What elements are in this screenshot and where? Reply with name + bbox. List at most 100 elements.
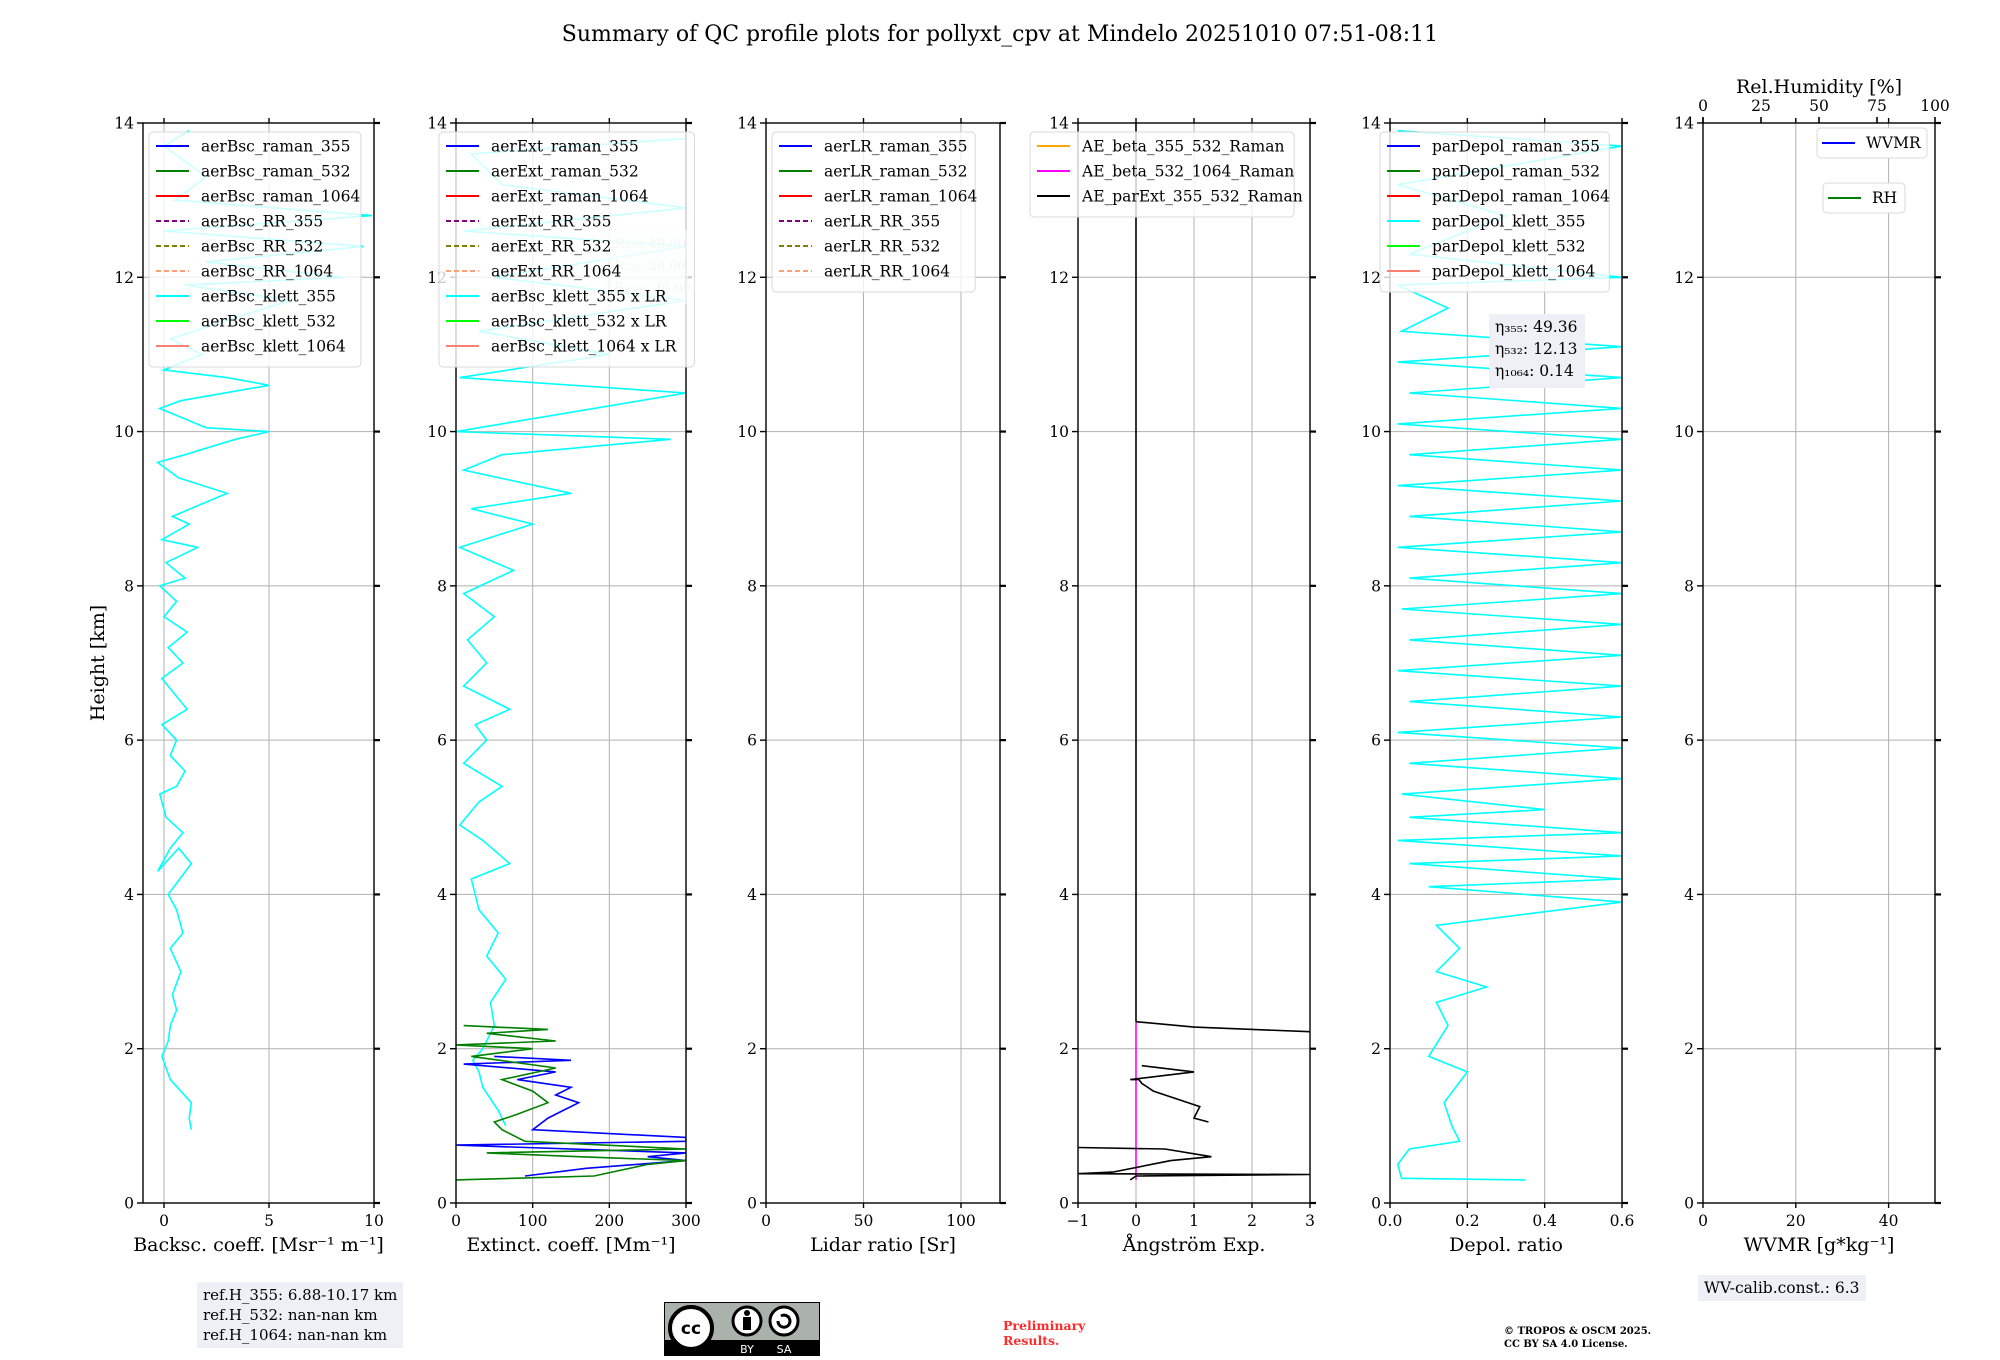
annotation-box	[1489, 314, 1585, 388]
panel-bsc: 0 5 10 0 2 4 6 8 10 12 14 Backsc. coeff. [Msr⁻¹ m⁻¹…	[87, 115, 384, 1257]
y-tick-label: 2	[124, 1040, 134, 1058]
x-tick-label: 100	[946, 1212, 976, 1230]
legend-label: aerBsc_raman_1064	[201, 188, 361, 206]
top-x-tick-label: 75	[1867, 97, 1887, 115]
top-x-tick-label: 50	[1809, 97, 1829, 115]
x-axis-label: Lidar ratio [Sr]	[810, 1234, 956, 1256]
y-tick-label: 0	[747, 1195, 757, 1213]
figure-title: Summary of QC profile plots for pollyxt_…	[561, 22, 1439, 47]
top-x-tick-label: 25	[1751, 97, 1771, 115]
y-tick-label: 2	[747, 1040, 757, 1058]
y-tick-label: 10	[1361, 423, 1381, 441]
legend-label: aerLR_RR_532	[824, 238, 940, 256]
preliminary-line-1: Preliminary	[1003, 1318, 1086, 1333]
y-tick-label: 6	[1371, 732, 1381, 750]
legend-label: aerBsc_raman_532	[201, 163, 351, 181]
y-tick-label: 14	[1674, 115, 1694, 133]
y-tick-label: 8	[1059, 577, 1069, 595]
legend-label: AE_beta_532_1064_Raman	[1081, 163, 1294, 181]
x-tick-label: 50	[854, 1212, 874, 1230]
x-tick-label: 0.0	[1378, 1212, 1403, 1230]
series-line-AE_parExt_355_532_Raman	[1078, 1146, 1310, 1181]
y-tick-label: 4	[1684, 886, 1694, 904]
legend-label: parDepol_klett_1064	[1432, 263, 1595, 281]
legend-label: aerLR_raman_355	[824, 138, 967, 156]
x-tick-label: 0.2	[1455, 1212, 1480, 1230]
axes-frame	[142, 122, 375, 1204]
legend-label: aerBsc_RR_1064	[201, 263, 333, 281]
x-tick-label: 100	[518, 1212, 548, 1230]
y-tick-label: 14	[427, 115, 447, 133]
legend-label: aerExt_RR_355	[491, 213, 612, 231]
legend-label: aerBsc_klett_1064 x LR	[491, 338, 678, 356]
x-tick-label: 300	[671, 1212, 701, 1230]
legend-label: parDepol_klett_532	[1432, 238, 1585, 256]
ref-height-1064: ref.H_1064: nan-nan km	[203, 1326, 388, 1344]
x-tick-label: 200	[595, 1212, 625, 1230]
axes-frame	[455, 122, 687, 1204]
y-tick-label: 14	[114, 115, 134, 133]
cc-label: cc	[681, 1319, 701, 1339]
y-tick-label: 6	[437, 732, 447, 750]
legend-label: aerBsc_RR_532	[201, 238, 323, 256]
y-tick-label: 12	[1049, 269, 1069, 287]
x-tick-label: 0	[1698, 1212, 1708, 1230]
legend-label: AE_beta_355_532_Raman	[1081, 138, 1284, 156]
legend-box	[1029, 131, 1295, 218]
y-tick-label: 12	[737, 269, 757, 287]
legend-label: aerExt_raman_532	[491, 163, 639, 181]
legend-label: aerBsc_klett_1064	[201, 338, 346, 356]
top-x-axis-label: Rel.Humidity [%]	[1736, 76, 1902, 98]
y-tick-label: 2	[1684, 1040, 1694, 1058]
y-tick-label: 0	[1684, 1195, 1694, 1213]
legend-label: aerBsc_klett_532 x LR	[491, 313, 668, 331]
legend-box	[1822, 182, 1906, 214]
series-line-aerExt_raman_532	[456, 1024, 686, 1181]
x-axis-label: Depol. ratio	[1449, 1234, 1563, 1256]
x-tick-label: 3	[1305, 1212, 1315, 1230]
panel-wv: 0 20 40 0 2 4 6 8 10 12 14 WVMR [g*kg⁻¹] 0 25 50 75 100 R…	[1674, 76, 1950, 1256]
series-line-AE_parExt_355_532_Raman_c	[1135, 1020, 1310, 1033]
x-tick-label: −1	[1067, 1212, 1090, 1230]
y-tick-label: 10	[737, 423, 757, 441]
annotation-text: η₃₅₅: 49.36	[1495, 318, 1577, 336]
legend-box	[1379, 131, 1610, 293]
x-tick-label: 0.6	[1610, 1212, 1635, 1230]
y-tick-label: 14	[1049, 115, 1069, 133]
y-tick-label: 10	[114, 423, 134, 441]
y-tick-label: 8	[437, 577, 447, 595]
ref-height-532: ref.H_532: nan-nan km	[203, 1306, 378, 1324]
y-tick-label: 10	[1674, 423, 1694, 441]
x-tick-label: 0	[451, 1212, 461, 1230]
series-line-parDepol_klett_355	[1396, 129, 1622, 1181]
legend-label: parDepol_raman_532	[1432, 163, 1600, 181]
y-tick-label: 0	[1059, 1195, 1069, 1213]
top-x-tick-label: 100	[1920, 97, 1950, 115]
legend-box	[771, 131, 976, 293]
y-tick-label: 6	[1059, 732, 1069, 750]
preliminary-line-2: Results.	[1003, 1333, 1060, 1348]
y-tick-label: 4	[124, 886, 134, 904]
y-tick-label: 0	[1371, 1195, 1381, 1213]
y-tick-label: 4	[747, 886, 757, 904]
cc-by-sa-license-icon: cc BY SA	[664, 1302, 820, 1356]
legend-label: aerLR_raman_1064	[824, 188, 977, 206]
legend-label: aerExt_raman_355	[491, 138, 639, 156]
top-x-tick-label: 0	[1698, 97, 1708, 115]
wv-calib-box: WV-calib.const.: 6.3	[1698, 1275, 1866, 1301]
legend-label: aerLR_RR_1064	[824, 263, 950, 281]
legend-box	[438, 131, 695, 368]
x-tick-label: 0	[159, 1212, 169, 1230]
y-tick-label: 8	[1684, 577, 1694, 595]
ref-height-355: ref.H_355: 6.88-10.17 km	[203, 1286, 398, 1304]
legend-label: AE_parExt_355_532_Raman	[1081, 188, 1303, 206]
y-tick-label: 12	[1361, 269, 1381, 287]
y-tick-label: 2	[1371, 1040, 1381, 1058]
y-tick-label: 8	[124, 577, 134, 595]
copyright-line-2: CC BY SA 4.0 License.	[1504, 1339, 1628, 1350]
y-tick-label: 12	[1674, 269, 1694, 287]
y-axis-label: Height [km]	[87, 605, 109, 721]
wv-calib-text: WV-calib.const.: 6.3	[1704, 1279, 1860, 1297]
y-tick-label: 12	[114, 269, 134, 287]
